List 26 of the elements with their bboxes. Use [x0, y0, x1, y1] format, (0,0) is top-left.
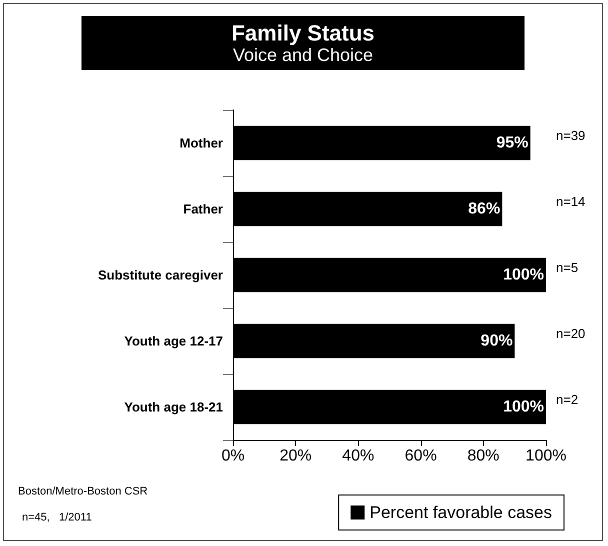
chart-subtitle: Voice and Choice — [232, 45, 374, 65]
y-tick-label: Father — [183, 202, 223, 216]
x-tick-label: 20% — [280, 448, 312, 464]
data-label: 100% — [503, 266, 544, 284]
data-label: 95% — [496, 134, 528, 152]
chart-title: Family Status — [231, 20, 375, 46]
text: n=45, 1/2011 — [22, 512, 92, 524]
text: n=14 — [556, 194, 586, 209]
y-tick-label: Youth age 12-17 — [124, 334, 223, 348]
text: n=39 — [556, 128, 586, 143]
x-tick-label: 100% — [526, 448, 566, 464]
y-tick-label: Youth age 18-21 — [124, 400, 223, 414]
y-tick-label: Substitute caregiver — [98, 268, 223, 282]
x-tick-label: 0% — [221, 448, 245, 464]
x-tick-label: 40% — [342, 448, 374, 464]
data-label: 100% — [503, 398, 544, 416]
text: Boston/Metro-Boston CSR — [18, 486, 148, 498]
text: n=5 — [556, 260, 578, 275]
legend-label: Percent favorable cases — [370, 503, 552, 522]
text: n=20 — [556, 326, 586, 341]
text: n=2 — [556, 392, 578, 407]
data-label: 86% — [468, 200, 500, 218]
y-tick-label: Mother — [180, 136, 223, 150]
x-tick-label: 60% — [404, 448, 437, 464]
x-tick-label: 80% — [467, 448, 500, 464]
data-label: 90% — [480, 332, 513, 350]
